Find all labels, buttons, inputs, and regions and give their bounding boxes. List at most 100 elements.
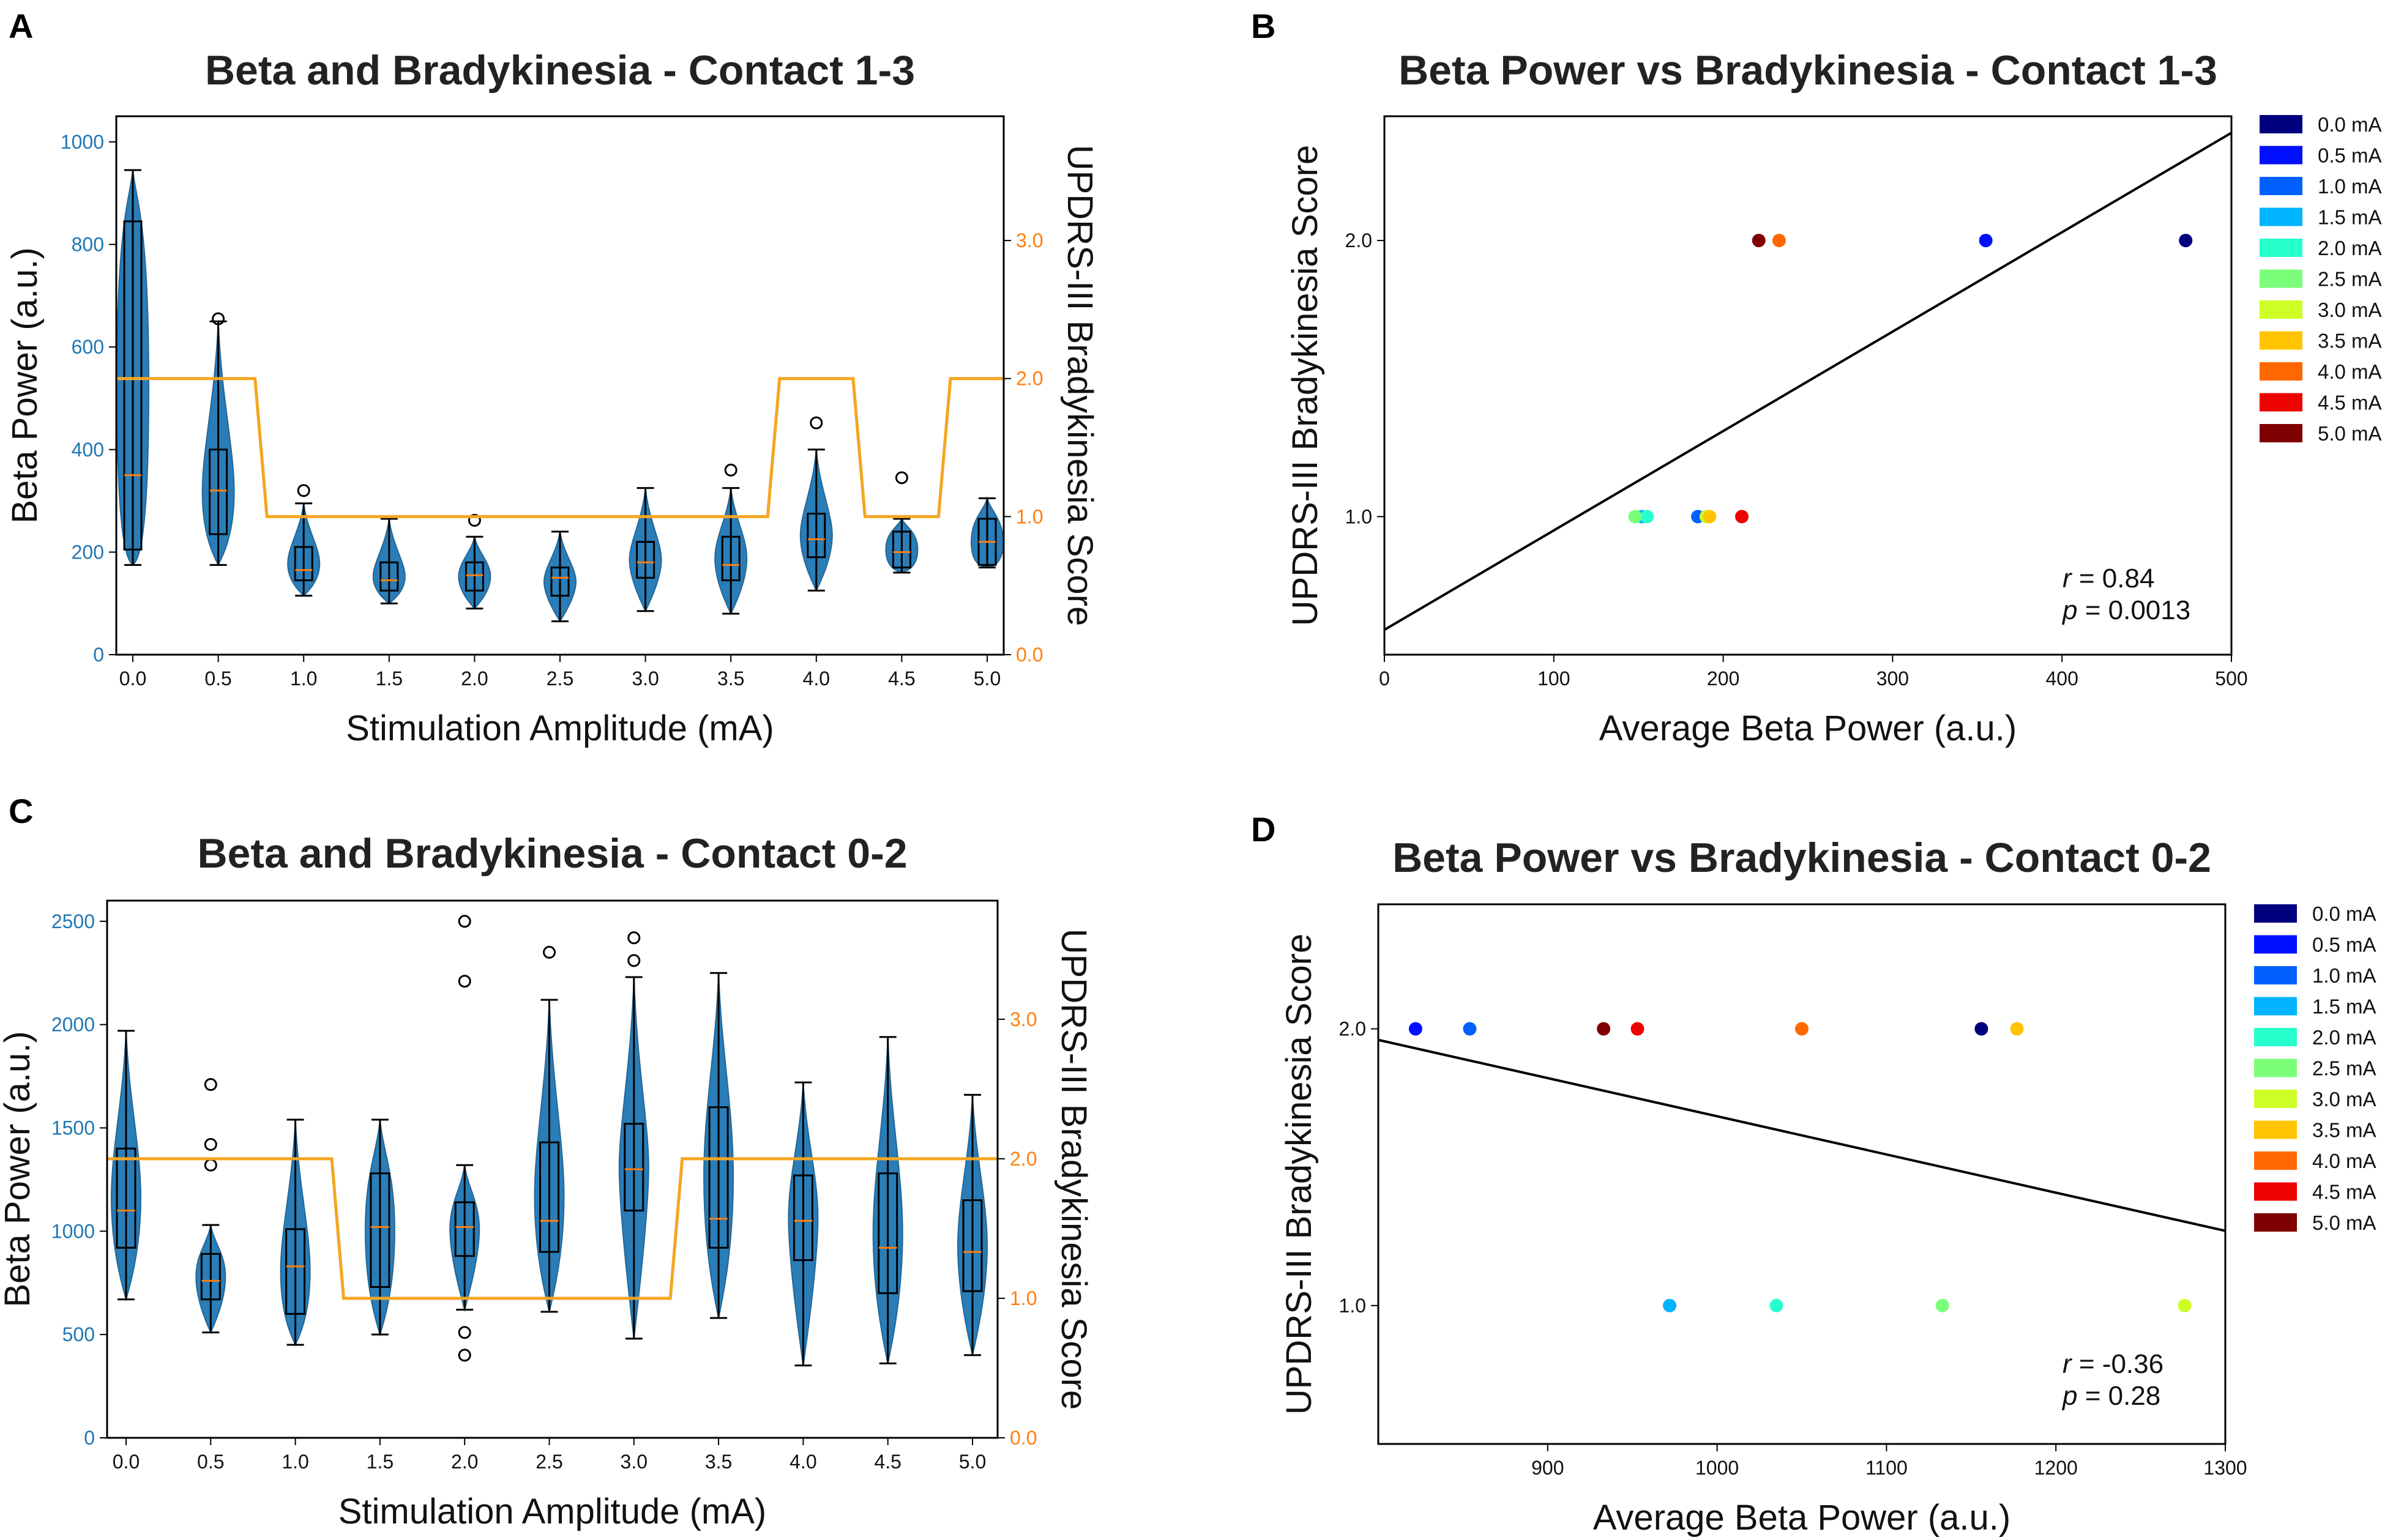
legend-label: 4.0 mA xyxy=(2312,1150,2376,1172)
legend-label: 3.0 mA xyxy=(2318,299,2382,321)
x-tick-label: 1.0 xyxy=(290,668,317,690)
box xyxy=(793,1174,813,1262)
legend-label: 5.0 mA xyxy=(2318,422,2382,445)
regression-line xyxy=(1383,132,2233,631)
legend-swatch xyxy=(2254,1090,2297,1108)
panel-label: B xyxy=(1251,7,1275,45)
legend-swatch xyxy=(2254,1213,2297,1232)
r-value: = 0.84 xyxy=(2072,564,2155,593)
x-tick-label: 4.5 xyxy=(888,668,915,690)
outlier-point xyxy=(458,975,471,988)
legend-swatch xyxy=(2260,115,2302,133)
panel-D: Beta Power vs Bradykinesia - Contact 0-2… xyxy=(1279,835,2376,1538)
box xyxy=(962,1199,983,1292)
legend-label: 4.0 mA xyxy=(2318,360,2382,383)
box xyxy=(892,530,911,569)
data-point xyxy=(1640,510,1654,524)
data-point xyxy=(1463,1022,1477,1036)
box xyxy=(123,220,143,551)
y-tick-label: 2.0 xyxy=(1339,1018,1366,1040)
box xyxy=(708,1106,729,1249)
legend-swatch xyxy=(2260,239,2302,257)
x-axis-label: Stimulation Amplitude (mA) xyxy=(346,709,774,748)
data-point xyxy=(1735,510,1749,524)
chart-title: Beta and Bradykinesia - Contact 0-2 xyxy=(197,830,907,877)
panel-label: A xyxy=(9,7,33,45)
y2-tick-label: 3.0 xyxy=(1016,229,1043,251)
outlier-point xyxy=(895,471,908,485)
legend-label: 2.5 mA xyxy=(2318,268,2382,291)
p-value: = 0.0013 xyxy=(2077,595,2190,625)
x-tick-label: 1200 xyxy=(2034,1457,2078,1479)
x-tick-label: 4.0 xyxy=(803,668,830,690)
legend-label: 0.5 mA xyxy=(2318,144,2382,167)
x-tick-label: 0.0 xyxy=(119,668,146,690)
legend-swatch xyxy=(2254,1028,2297,1046)
y-tick-label: 1500 xyxy=(51,1117,95,1139)
updrs-step-line xyxy=(116,377,1004,518)
outlier-point xyxy=(212,312,225,325)
legend-swatch xyxy=(2260,177,2302,195)
y2-tick-label: 1.0 xyxy=(1016,505,1043,527)
y2-tick-label: 1.0 xyxy=(1010,1287,1037,1309)
outlier-point xyxy=(204,1158,217,1172)
data-point xyxy=(1772,234,1786,248)
box xyxy=(465,561,484,592)
x-tick-label: 2.5 xyxy=(536,1451,562,1473)
box xyxy=(454,1201,475,1257)
legend-swatch xyxy=(2254,997,2297,1016)
outlier-point xyxy=(543,945,556,959)
legend-label: 2.0 mA xyxy=(2312,1026,2376,1049)
x-tick-label: 5.0 xyxy=(974,668,1001,690)
y-axis-label: UPDRS-III Bradykinesia Score xyxy=(1279,934,1319,1415)
y2-tick-label: 2.0 xyxy=(1016,368,1043,390)
y-axis-label: UPDRS-III Bradykinesia Score xyxy=(1285,145,1325,626)
outlier-point xyxy=(627,931,641,945)
legend-swatch xyxy=(2254,966,2297,984)
data-point xyxy=(1935,1298,1949,1312)
x-tick-label: 3.0 xyxy=(632,668,659,690)
legend-label: 0.0 mA xyxy=(2312,902,2376,925)
box xyxy=(200,1252,221,1301)
r-value: = -0.36 xyxy=(2072,1349,2163,1379)
chart-title: Beta Power vs Bradykinesia - Contact 1-3 xyxy=(1398,47,2217,94)
y-axis-label: Beta Power (a.u.) xyxy=(0,1031,37,1307)
plot-frame xyxy=(106,899,999,1439)
outlier-point xyxy=(458,1348,471,1362)
box xyxy=(636,541,655,579)
data-point xyxy=(1597,1022,1611,1036)
panel-A: Beta and Bradykinesia - Contact 1-3 0 200 4… xyxy=(5,47,1100,748)
x-tick-label: 1.0 xyxy=(282,1451,308,1473)
data-point xyxy=(1703,510,1717,524)
x-tick-label: 2.0 xyxy=(461,668,488,690)
x-tick-label: 0.5 xyxy=(204,668,231,690)
outlier-point xyxy=(627,954,641,967)
data-point xyxy=(1769,1298,1783,1312)
legend-swatch xyxy=(2260,269,2302,288)
y2-tick-label: 0.0 xyxy=(1016,644,1043,666)
box xyxy=(878,1172,898,1295)
x-tick-label: 0.0 xyxy=(113,1451,140,1473)
x-axis-label: Average Beta Power (a.u.) xyxy=(1599,709,2017,748)
legend-label: 0.5 mA xyxy=(2312,934,2376,956)
data-point xyxy=(1630,1022,1644,1036)
outlier-point xyxy=(810,416,823,430)
legend-label: 4.5 mA xyxy=(2318,392,2382,414)
y-tick-label: 0 xyxy=(93,644,104,666)
x-tick-label: 500 xyxy=(2215,668,2247,690)
r-statistic: r = 0.84 xyxy=(2063,564,2154,593)
legend-label: 2.5 mA xyxy=(2312,1057,2376,1080)
p-statistic: p = 0.28 xyxy=(2061,1381,2160,1411)
y2-tick-label: 3.0 xyxy=(1010,1008,1037,1030)
x-tick-label: 4.5 xyxy=(874,1451,901,1473)
y-axis-label: Beta Power (a.u.) xyxy=(5,247,45,523)
y-tick-label: 2500 xyxy=(51,910,95,932)
x-tick-label: 1.5 xyxy=(367,1451,394,1473)
regression-line xyxy=(1378,1038,2226,1232)
chart-title: Beta Power vs Bradykinesia - Contact 0-2 xyxy=(1392,835,2211,881)
box xyxy=(294,546,313,581)
y-tick-label: 1000 xyxy=(61,131,104,153)
box xyxy=(285,1228,306,1315)
x-tick-label: 1000 xyxy=(1695,1457,1739,1479)
y-tick-label: 1.0 xyxy=(1345,505,1372,527)
